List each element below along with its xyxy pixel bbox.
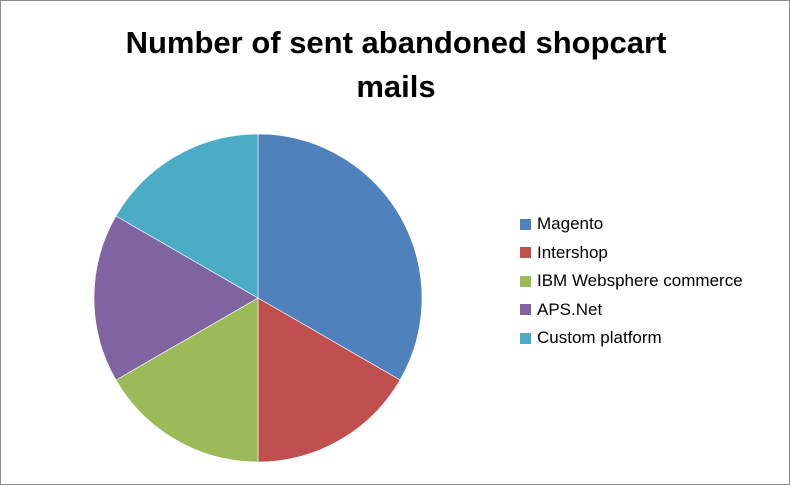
legend-item-custom-platform: Custom platform xyxy=(520,324,743,353)
chart-title-line-2: mails xyxy=(356,69,436,104)
legend-swatch-magento xyxy=(520,218,531,230)
legend-swatch-ibm-websphere-commerce xyxy=(520,275,531,287)
chart-title: Number of sent abandoned shopcart mails xyxy=(1,21,790,109)
legend-label-magento: Magento xyxy=(537,214,604,234)
legend-swatch-aps-net xyxy=(520,304,531,316)
legend-swatch-custom-platform xyxy=(520,332,531,344)
pie-slice-magento xyxy=(257,133,423,381)
pie-slice-intershop xyxy=(257,297,401,463)
legend-label-intershop: Intershop xyxy=(537,242,608,262)
chart-legend: Magento Intershop IBM Websphere commerce AP… xyxy=(520,210,743,353)
pie-slice-custom-platform xyxy=(115,133,259,299)
pie-slice-ibm-websphere-commerce xyxy=(115,297,259,463)
chart-title-line-1: Number of sent abandoned shopcart xyxy=(125,25,667,60)
legend-item-aps-net: APS.Net xyxy=(520,296,743,325)
legend-label-aps-net: APS.Net xyxy=(537,299,603,319)
legend-item-intershop: Intershop xyxy=(520,239,743,268)
pie-slice-aps-net xyxy=(93,215,259,381)
legend-swatch-intershop xyxy=(520,247,531,259)
legend-item-magento: Magento xyxy=(520,210,743,239)
legend-label-custom-platform: Custom platform xyxy=(537,328,662,348)
legend-item-ibm-websphere-commerce: IBM Websphere commerce xyxy=(520,267,743,296)
legend-label-ibm-websphere-commerce: IBM Websphere commerce xyxy=(537,271,743,291)
